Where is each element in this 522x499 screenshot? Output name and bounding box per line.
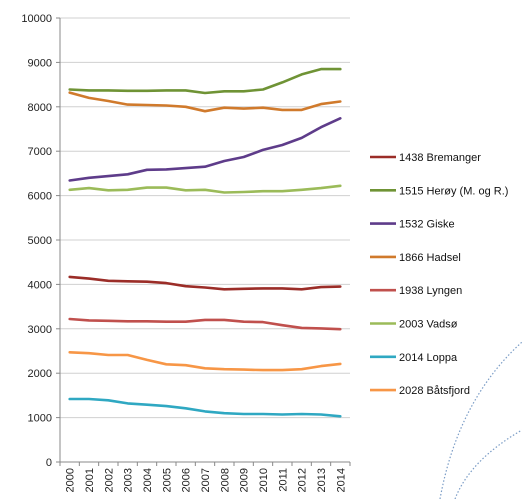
x-tick-label: 2008 [219, 468, 231, 492]
series-line-7 [68, 350, 342, 372]
x-tick-label: 2002 [103, 468, 115, 492]
x-tick-label: 2013 [316, 468, 328, 492]
y-tick-label: 5000 [28, 235, 52, 247]
gridlines [60, 17, 350, 419]
legend-label-4: 1938 Lyngen [399, 285, 462, 297]
legend-label-0: 1438 Bremanger [399, 152, 481, 164]
legend-label-7: 2028 Båtsfjord [399, 385, 470, 397]
decorative-dotted-arcs [439, 341, 522, 499]
legend-label-3: 1866 Hadsel [399, 252, 461, 264]
y-tick-label: 0 [46, 457, 52, 469]
legend: 1438 Bremanger 1515 Herøy (M. og R.) 1532 … [370, 152, 508, 397]
x-tick-label: 2011 [277, 468, 289, 492]
y-tick-label: 10000 [21, 13, 52, 25]
x-tick-label: 2005 [161, 468, 173, 492]
y-tick-label: 6000 [28, 191, 52, 203]
legend-label-1: 1515 Herøy (M. og R.) [399, 185, 508, 197]
x-tick-label: 2012 [297, 468, 309, 492]
y-tick-label: 2000 [28, 368, 52, 380]
y-tick-label: 7000 [28, 146, 52, 158]
x-tick-label: 2007 [200, 468, 212, 492]
legend-label-2: 1532 Giske [399, 219, 455, 231]
series-line-2 [68, 117, 342, 182]
y-tick-label: 4000 [28, 279, 52, 291]
legend-label-5: 2003 Vadsø [399, 319, 458, 331]
series-line-3 [68, 91, 342, 113]
x-axis-ticks: 2000 2001 2002 2003 2004 2005 2006 2007 2008 2009… [59, 462, 351, 492]
x-tick-label: 2004 [142, 468, 154, 492]
series-line-5 [68, 184, 342, 194]
y-axis-ticks: 0 1000 2000 3000 4000 5000 6000 7000 8000 9000 100… [21, 13, 60, 469]
y-tick-label: 3000 [28, 324, 52, 336]
y-tick-label: 1000 [28, 413, 52, 425]
dotted-arc-1 [439, 341, 522, 499]
x-tick-label: 2006 [181, 468, 193, 492]
x-tick-label: 2010 [258, 468, 270, 492]
series-line-6 [68, 397, 342, 418]
y-tick-label: 9000 [28, 57, 52, 69]
dotted-arc-2 [454, 429, 522, 499]
series-line-4 [68, 317, 342, 331]
y-tick-label: 8000 [28, 102, 52, 114]
series-line-1 [68, 67, 342, 95]
x-tick-label: 2003 [123, 468, 135, 492]
x-tick-label: 2000 [65, 468, 77, 492]
x-tick-label: 2001 [84, 468, 96, 492]
series-line-0 [68, 275, 342, 291]
legend-label-6: 2014 Loppa [399, 352, 458, 364]
x-tick-label: 2014 [335, 468, 347, 492]
x-tick-label: 2009 [239, 468, 251, 492]
series-lines [68, 67, 342, 418]
